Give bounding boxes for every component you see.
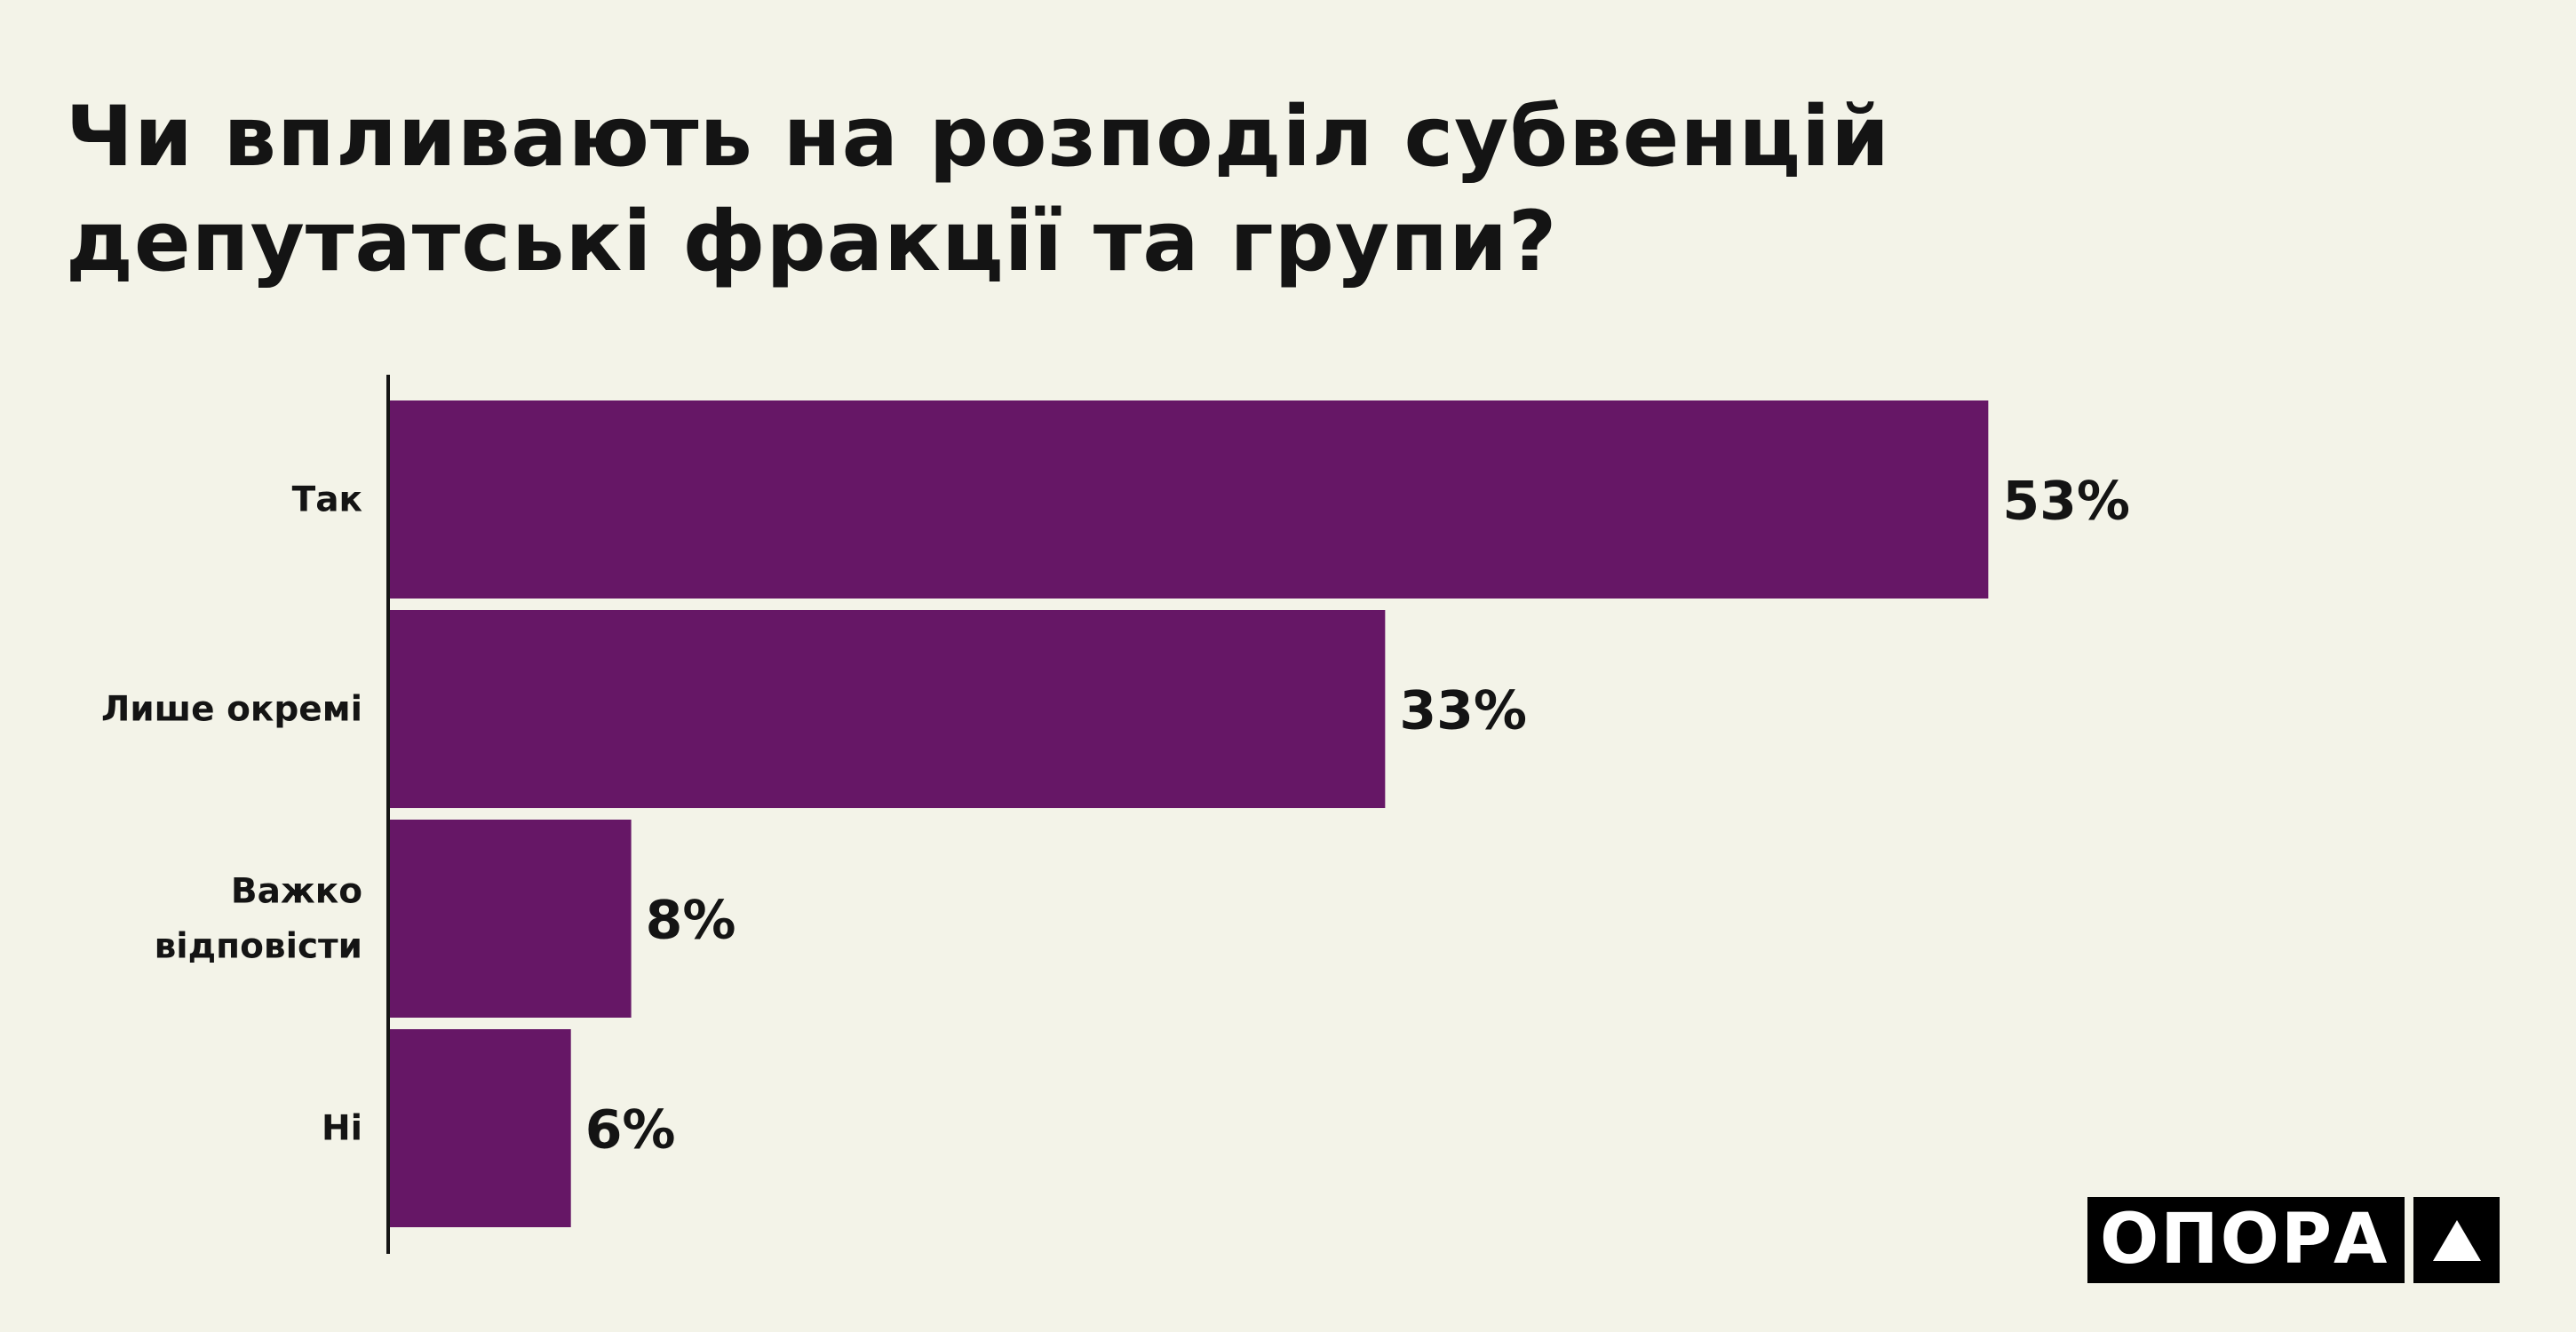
bar-3 [390,820,632,1018]
logo-wordmark: ОПОРА [2087,1197,2405,1283]
bar-2 [390,610,1386,808]
category-label-1: Так [292,480,362,520]
category-label-3-line-2: відповісти [155,927,362,967]
category-labels-group: Так Лише окремі Важко відповісти Ні [101,480,362,1149]
triangle-icon [2413,1197,2500,1283]
value-label-4: 6% [585,1099,676,1162]
chart-title: Чи впливають на розподіл субвенцій депут… [66,89,1891,290]
value-label-1: 53% [2002,471,2130,533]
opora-logo: ОПОРА [2087,1197,2500,1283]
category-label-3-line-1: Важко [231,872,362,912]
bar-4 [390,1029,571,1227]
value-labels-group: 53% 33% 8% 6% [585,471,2130,1162]
bar-1 [390,400,1989,599]
category-label-4: Ні [322,1109,362,1149]
category-label-2: Лише окремі [101,690,362,730]
value-label-2: 33% [1399,680,1527,742]
bars-group [390,400,1989,1227]
value-label-3: 8% [646,890,736,952]
